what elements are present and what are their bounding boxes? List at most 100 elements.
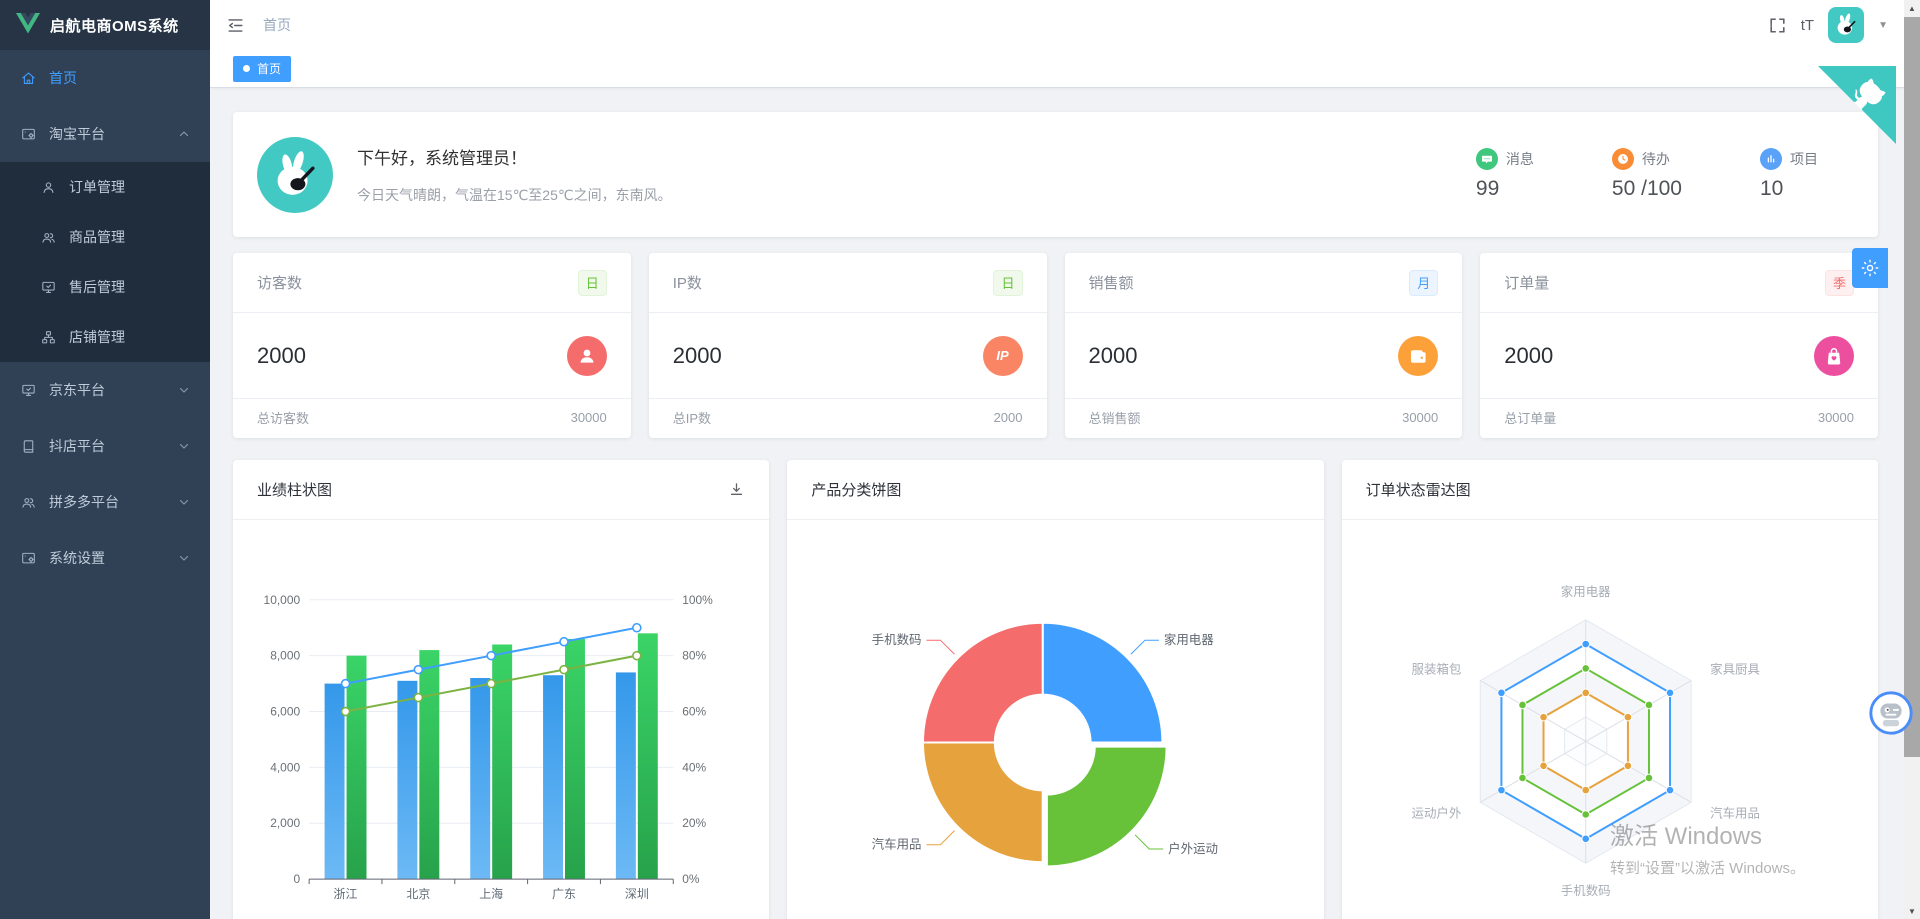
stat-card-销售额: 销售额 月 2000 总销售额 30000	[1064, 253, 1463, 438]
home-icon	[20, 70, 37, 87]
svg-text:2,000: 2,000	[270, 816, 300, 830]
radar-chart[interactable]: 家用电器 家具厨具 汽车用品 手机数码 运动户外 服装箱包	[1342, 520, 1878, 919]
sidebar-item-淘宝平台[interactable]: 淘宝平台	[0, 106, 210, 162]
tab-home[interactable]: 首页	[233, 55, 292, 82]
fullscreen-icon[interactable]	[1768, 16, 1787, 35]
goods-icon	[40, 229, 57, 246]
download-icon[interactable]	[728, 481, 745, 498]
ip-icon: IP	[982, 335, 1023, 376]
svg-text:8,000: 8,000	[270, 649, 300, 663]
welcome-stat-value: 99	[1475, 177, 1500, 200]
topbar: 首页 tT ▼	[210, 0, 1904, 50]
period-badge[interactable]: 月	[1409, 269, 1439, 296]
visitor-icon	[566, 335, 607, 376]
sidebar-item-label: 京东平台	[49, 382, 105, 398]
stat-footer-value: 30000	[1402, 410, 1439, 425]
svg-text:户外运动: 户外运动	[1169, 841, 1219, 856]
svg-text:汽车用品: 汽车用品	[872, 837, 922, 852]
svg-text:100%: 100%	[682, 593, 713, 607]
stat-footer-value: 30000	[570, 410, 607, 425]
period-badge[interactable]: 季	[1824, 269, 1854, 296]
sidebar-item-抖店平台[interactable]: 抖店平台	[0, 418, 210, 474]
svg-text:40%: 40%	[682, 760, 706, 774]
system-settings-icon	[20, 550, 37, 567]
user-avatar[interactable]	[1828, 7, 1865, 43]
scrollbar-down-arrow[interactable]: ▼	[1908, 906, 1916, 916]
douyin-platform-icon	[20, 438, 37, 455]
sidebar-subitem-店铺管理[interactable]: 店铺管理	[0, 312, 210, 362]
github-corner-ribbon[interactable]	[1818, 66, 1896, 149]
welcome-texts: 下午好，系统管理员！ 今日天气晴朗，气温在15℃至25℃之间，东南风。	[357, 144, 672, 205]
bar-chart[interactable]: 0 2,000 4,000 6,000 8,000 10,000 0% 20% 40% 60% 80…	[233, 520, 769, 919]
pie-chart-header: 产品分类饼图	[787, 460, 1324, 520]
svg-text:家具厨具: 家具厨具	[1710, 662, 1760, 677]
assistant-robot-widget[interactable]	[1869, 691, 1913, 735]
chevron-up-icon	[178, 128, 190, 140]
welcome-stat-项目: 项目 10	[1760, 148, 1818, 201]
welcome-stat-待办: 待办 50 /100	[1611, 148, 1682, 201]
content: 下午好，系统管理员！ 今日天气晴朗，气温在15℃至25℃之间，东南风。 消息 99…	[210, 88, 1904, 919]
stat-card-IP数: IP数 日 2000 IP 总IP数 2000	[648, 253, 1047, 438]
topbar-actions: tT ▼	[1768, 7, 1888, 43]
svg-text:北京: 北京	[406, 887, 430, 901]
chevron-down-icon	[178, 496, 190, 508]
message-icon	[1475, 148, 1498, 170]
svg-text:汽车用品: 汽车用品	[1710, 805, 1760, 820]
radar-chart-card: 订单状态雷达图 家用电器 家具厨具 汽车用品 手机数码 运动户外 服装箱包	[1341, 460, 1878, 919]
sidebar-item-系统设置[interactable]: 系统设置	[0, 530, 210, 586]
svg-text:60%: 60%	[682, 705, 706, 719]
sidebar-item-拼多多平台[interactable]: 拼多多平台	[0, 474, 210, 530]
tab-bar: 首页	[210, 50, 1904, 88]
radar-chart-title: 订单状态雷达图	[1365, 482, 1471, 499]
submenu-淘宝平台: 订单管理 商品管理 售后管理 店铺管理	[0, 162, 210, 362]
robot-icon	[1869, 691, 1913, 735]
pie-chart[interactable]: 家用电器 户外运动 汽车用品 手机数码	[787, 520, 1323, 919]
chart-row: 业绩柱状图 0 2,000 4,000 6,000 8,000 10,000 0% 20% 40…	[233, 460, 1878, 919]
stat-footer-value: 30000	[1817, 410, 1854, 425]
svg-text:6,000: 6,000	[270, 705, 300, 719]
rabbit-avatar-icon	[1837, 13, 1856, 35]
rabbit-avatar-icon	[277, 150, 315, 195]
theme-settings-button[interactable]	[1852, 248, 1888, 288]
bar-chart-header: 业绩柱状图	[233, 460, 770, 520]
app-logo: 启航电商OMS系统	[0, 0, 210, 50]
breadcrumb[interactable]: 首页	[263, 17, 291, 33]
svg-text:手机数码: 手机数码	[872, 632, 922, 647]
welcome-stat-label: 项目	[1790, 151, 1818, 167]
radar-chart-header: 订单状态雷达图	[1341, 460, 1878, 520]
chevron-down-icon	[178, 440, 190, 452]
sidebar-item-首页[interactable]: 首页	[0, 50, 210, 106]
stat-footer-label: 总访客数	[257, 411, 310, 426]
bar-chart-title: 业绩柱状图	[257, 482, 333, 499]
ip-icon: IP	[996, 348, 1009, 363]
sidebar-fold-icon[interactable]	[226, 16, 245, 35]
main-area: 首页 tT ▼ 首页	[210, 0, 1904, 919]
period-badge[interactable]: 日	[577, 269, 607, 296]
caret-down-icon[interactable]: ▼	[1878, 19, 1888, 31]
stat-card-title: 订单量	[1504, 275, 1550, 292]
sidebar-subitem-售后管理[interactable]: 售后管理	[0, 262, 210, 312]
scrollbar-thumb[interactable]	[1904, 17, 1920, 757]
shop-icon	[40, 329, 57, 346]
sidebar-item-京东平台[interactable]: 京东平台	[0, 362, 210, 418]
stat-card-value: 2000	[1504, 342, 1554, 368]
stat-card-title: 销售额	[1088, 275, 1134, 292]
vue-logo-icon	[16, 12, 40, 39]
welcome-stat-消息: 消息 99	[1475, 148, 1534, 201]
period-badge[interactable]: 日	[993, 269, 1023, 296]
font-size-icon[interactable]: tT	[1800, 16, 1815, 34]
stat-card-访客数: 访客数 日 2000 总访客数 30000	[233, 253, 631, 438]
svg-text:广东: 广东	[552, 887, 576, 901]
welcome-stat-label: 待办	[1641, 151, 1670, 167]
sidebar-subitem-订单管理[interactable]: 订单管理	[0, 162, 210, 212]
sidebar-subitem-商品管理[interactable]: 商品管理	[0, 212, 210, 262]
pie-chart-title: 产品分类饼图	[811, 482, 902, 499]
tab-label: 首页	[257, 62, 282, 76]
aftersale-icon	[40, 279, 57, 296]
project-icon	[1760, 148, 1782, 170]
welcome-stat-label: 消息	[1505, 151, 1534, 167]
scrollbar-up-arrow[interactable]: ▲	[1908, 3, 1916, 13]
stat-card-订单量: 订单量 季 2000 总订单量 30000	[1480, 253, 1878, 438]
svg-text:浙江: 浙江	[334, 887, 358, 901]
scrollbar: ▲ ▼	[1904, 0, 1920, 919]
